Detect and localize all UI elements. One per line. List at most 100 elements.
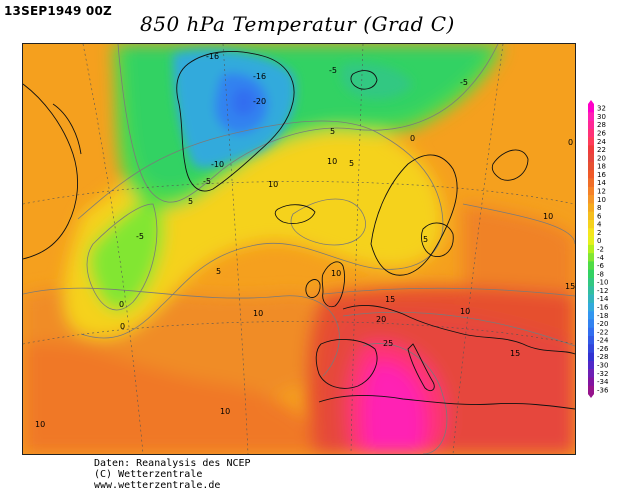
iceland-coast [274, 204, 316, 224]
coastlines [23, 51, 575, 410]
africa-coast [318, 395, 575, 410]
cold-tongue-west [88, 194, 164, 311]
legend-label: 0 [597, 237, 601, 245]
novaya-zemlya-coast [491, 149, 529, 181]
contour-label: 10 [460, 307, 470, 316]
contour-label: 10 [331, 269, 341, 278]
legend-swatch [588, 178, 594, 188]
credits-line-2: (C) Wetterzentrale [94, 469, 203, 480]
temperature-field: -16 -16 -20 -10 -5 -5 -5 -5 0 0 0 0 5 5 … [23, 44, 575, 454]
contour-label: 20 [376, 315, 386, 324]
hot-core2 [363, 363, 425, 454]
legend-label: -16 [597, 303, 609, 311]
contour-label: 5 [330, 127, 335, 136]
legend-label: -18 [597, 312, 608, 320]
ireland-coast [305, 279, 321, 299]
canada-coast [23, 83, 78, 260]
contour-label: 5 [188, 197, 193, 206]
labrador-coast [52, 103, 82, 155]
legend-label: -24 [597, 337, 609, 345]
credits: Daten: Reanalysis des NCEP (C) Wetterzen… [94, 458, 251, 491]
legend-swatch [588, 112, 594, 121]
cold-pool-core [232, 88, 257, 116]
contour-label: 10 [268, 180, 278, 189]
credits-line-3: www.wetterzentrale.de [94, 480, 221, 491]
legend-swatch [588, 377, 594, 387]
legend-label: -26 [597, 345, 609, 353]
contour-label: 5 [349, 159, 354, 168]
greenland-coast [176, 51, 295, 192]
legend-swatch [588, 244, 594, 254]
isotherm-15-east [462, 203, 575, 245]
legend-swatch [588, 336, 594, 345]
legend-label: 22 [597, 146, 606, 154]
legend-label: 18 [597, 163, 606, 171]
legend-swatch [588, 369, 594, 378]
legend-label: 32 [597, 105, 606, 113]
isotherm-10 [23, 287, 340, 377]
legend-swatch [588, 294, 594, 304]
legend-swatch [588, 360, 594, 370]
contour-label: -5 [203, 177, 211, 186]
legend-label: -10 [597, 279, 608, 287]
isotherm-15 [322, 287, 575, 297]
credits-line-1: Daten: Reanalysis des NCEP [94, 458, 251, 469]
contour-label: 10 [543, 212, 553, 221]
contour-labels: -16 -16 -20 -10 -5 -5 -5 -5 0 0 0 0 5 5 … [35, 52, 575, 429]
isotherm-0-west [86, 203, 158, 311]
date-label: 13SEP1949 00Z [4, 4, 112, 18]
isotherm-20 [342, 311, 575, 347]
legend-label: 14 [597, 179, 606, 187]
legend-swatch [588, 203, 594, 213]
contour-label: 10 [253, 309, 263, 318]
legend-swatch [588, 327, 594, 337]
legend-label: 12 [597, 187, 606, 195]
scandinavia-coast [370, 154, 458, 276]
contour-label: 10 [35, 420, 45, 429]
legend-swatch [588, 286, 594, 295]
contour-label: 15 [385, 295, 395, 304]
legend-swatches [588, 100, 594, 398]
temperature-map: -16 -16 -20 -10 -5 -5 -5 -5 0 0 0 0 5 5 … [22, 43, 576, 455]
legend-label: 6 [597, 212, 602, 220]
legend-swatch [588, 302, 594, 312]
legend-label: -30 [597, 361, 608, 369]
legend-swatch [588, 162, 594, 171]
svalbard-coast [350, 70, 378, 90]
legend-label: 2 [597, 229, 601, 237]
legend-arrow-up [588, 100, 594, 104]
legend-label: -12 [597, 287, 608, 295]
legend-label: 28 [597, 121, 606, 129]
isotherm-25 [362, 343, 448, 454]
legend-swatch [588, 228, 594, 237]
contour-label: -5 [329, 66, 337, 75]
contour-label: 0 [120, 322, 125, 331]
contour-label: 10 [220, 407, 230, 416]
contour-label: -16 [253, 72, 266, 81]
contour-label: 5 [423, 235, 428, 244]
legend-label: 24 [597, 138, 606, 146]
legend-swatch [588, 319, 594, 329]
isotherm-5 [77, 120, 444, 339]
legend-label: -34 [597, 378, 609, 386]
legend-arrow-down [588, 394, 594, 398]
legend-swatch [588, 269, 594, 279]
warm-band-sw2 [23, 342, 323, 454]
graticule [23, 44, 575, 454]
legend-labels: 32302826242220181614121086420-2-4-6-8-10… [597, 105, 609, 395]
contour-label: 25 [383, 339, 393, 348]
legend-label: 4 [597, 221, 602, 229]
contour-label: -20 [253, 97, 266, 106]
legend-label: -14 [597, 295, 609, 303]
legend-swatch [588, 170, 594, 179]
legend-label: 8 [597, 204, 601, 212]
legend-label: 30 [597, 113, 606, 121]
legend-label: 16 [597, 171, 606, 179]
contour-label: 15 [565, 282, 575, 291]
legend-swatch [588, 385, 594, 395]
legend-swatch [588, 128, 594, 138]
contour-label: 0 [119, 300, 124, 309]
color-legend: 32302826242220181614121086420-2-4-6-8-10… [588, 100, 609, 398]
legend-label: -4 [597, 254, 605, 262]
britain-coast [321, 261, 346, 308]
